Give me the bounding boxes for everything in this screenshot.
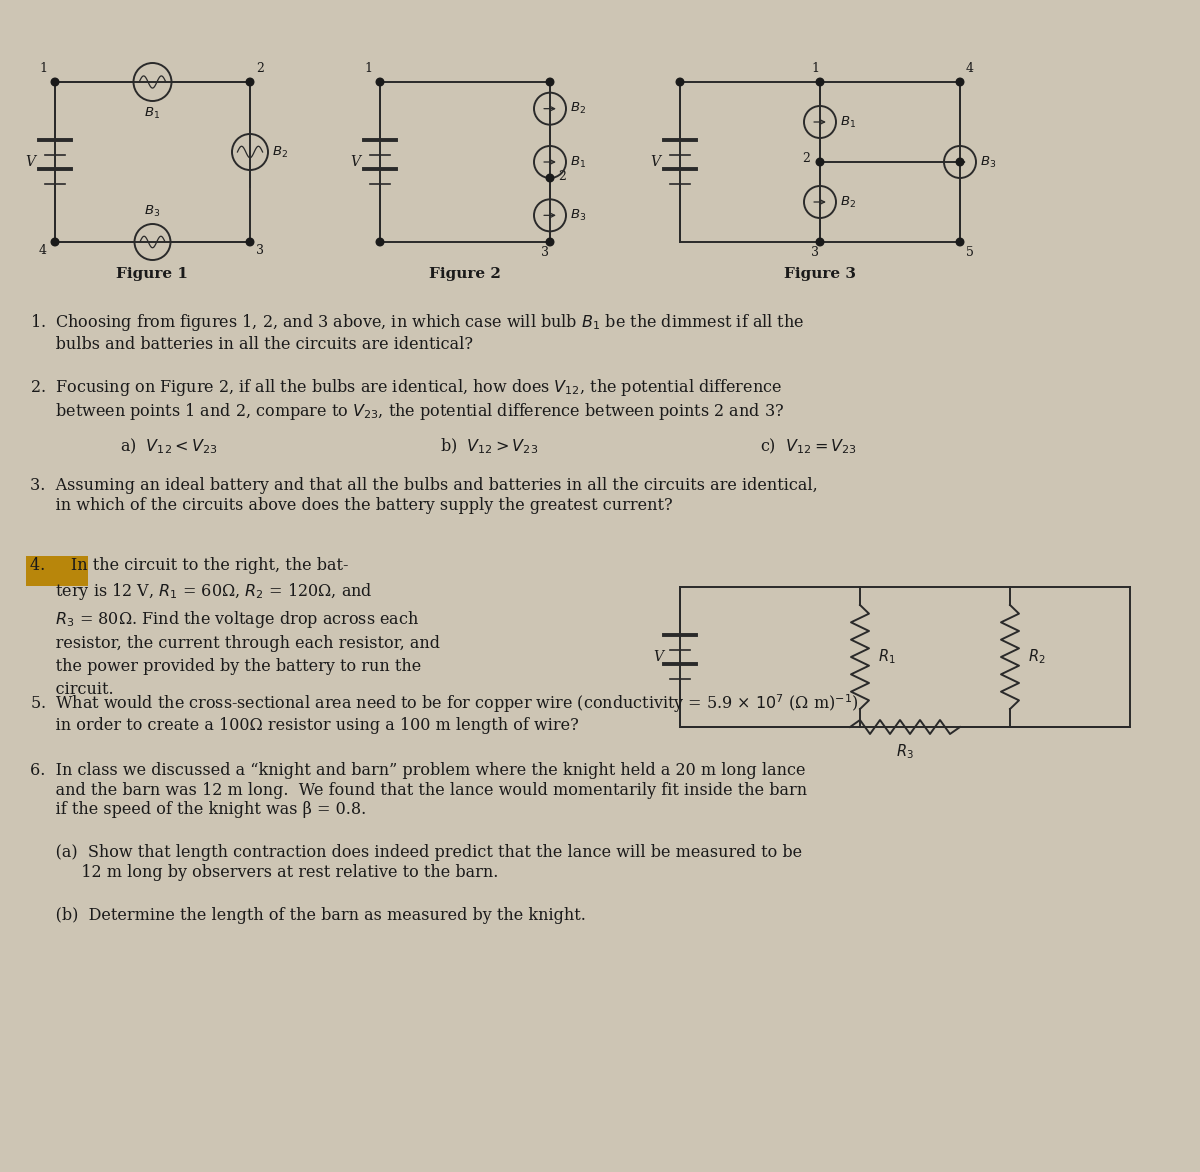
Text: $B_1$: $B_1$ xyxy=(570,155,586,170)
Text: $B_1$: $B_1$ xyxy=(144,105,161,121)
Circle shape xyxy=(546,175,553,182)
Text: (b)  Determine the length of the barn as measured by the knight.: (b) Determine the length of the barn as … xyxy=(30,907,586,924)
Text: c)  $V_{12} = V_{23}$: c) $V_{12} = V_{23}$ xyxy=(760,437,857,456)
Text: 1: 1 xyxy=(364,62,372,75)
Circle shape xyxy=(246,238,254,246)
Text: 2.  Focusing on Figure 2, if all the bulbs are identical, how does $V_{12}$, the: 2. Focusing on Figure 2, if all the bulb… xyxy=(30,377,784,422)
Circle shape xyxy=(52,79,59,86)
Circle shape xyxy=(816,158,823,165)
Text: 3.  Assuming an ideal battery and that all the bulbs and batteries in all the ci: 3. Assuming an ideal battery and that al… xyxy=(30,477,817,513)
Text: 1: 1 xyxy=(811,62,818,75)
Text: b)  $V_{12} > V_{23}$: b) $V_{12} > V_{23}$ xyxy=(440,437,538,456)
FancyBboxPatch shape xyxy=(26,556,88,586)
Circle shape xyxy=(377,79,384,86)
Text: $B_3$: $B_3$ xyxy=(570,207,587,223)
Text: 1: 1 xyxy=(40,62,47,75)
Text: 5.  What would the cross-sectional area need to be for copper wire (conductivity: 5. What would the cross-sectional area n… xyxy=(30,691,859,735)
Text: 3: 3 xyxy=(541,246,550,259)
Text: Figure 2: Figure 2 xyxy=(430,267,500,281)
Text: $B_2$: $B_2$ xyxy=(272,144,288,159)
Text: V: V xyxy=(25,155,35,169)
Circle shape xyxy=(956,238,964,246)
Text: a)  $V_{12} < V_{23}$: a) $V_{12} < V_{23}$ xyxy=(120,437,217,456)
Text: (a)  Show that length contraction does indeed predict that the lance will be mea: (a) Show that length contraction does in… xyxy=(30,844,802,880)
Circle shape xyxy=(52,238,59,246)
Text: V: V xyxy=(653,650,662,665)
Circle shape xyxy=(816,238,823,246)
Circle shape xyxy=(956,158,964,165)
Text: 5: 5 xyxy=(966,246,974,259)
Text: 3: 3 xyxy=(256,244,264,257)
Text: 2: 2 xyxy=(256,62,264,75)
Text: 4.     In the circuit to the right, the bat-
     tery is 12 V, $R_1$ = 60Ω, $R_: 4. In the circuit to the right, the bat-… xyxy=(30,557,440,699)
Circle shape xyxy=(377,238,384,246)
Circle shape xyxy=(246,79,254,86)
Text: $B_2$: $B_2$ xyxy=(840,195,856,210)
Text: 4: 4 xyxy=(966,62,974,75)
Text: $R_3$: $R_3$ xyxy=(896,742,914,761)
Text: $B_3$: $B_3$ xyxy=(144,204,161,219)
Text: 2: 2 xyxy=(558,170,566,183)
Circle shape xyxy=(546,238,553,246)
Text: $B_3$: $B_3$ xyxy=(980,155,996,170)
Text: 4: 4 xyxy=(40,244,47,257)
Text: 1.  Choosing from figures 1, 2, and 3 above, in which case will bulb $B_1$ be th: 1. Choosing from figures 1, 2, and 3 abo… xyxy=(30,312,804,353)
Text: V: V xyxy=(650,155,660,169)
Text: 2: 2 xyxy=(802,152,810,165)
Text: Figure 3: Figure 3 xyxy=(784,267,856,281)
Circle shape xyxy=(677,79,684,86)
Text: $B_1$: $B_1$ xyxy=(840,115,856,130)
Text: $B_2$: $B_2$ xyxy=(570,101,586,116)
Circle shape xyxy=(546,79,553,86)
Circle shape xyxy=(816,79,823,86)
Text: 6.  In class we discussed a “knight and barn” problem where the knight held a 20: 6. In class we discussed a “knight and b… xyxy=(30,762,808,818)
Circle shape xyxy=(956,79,964,86)
Text: Figure 1: Figure 1 xyxy=(116,267,188,281)
Text: $R_1$: $R_1$ xyxy=(878,648,895,667)
Text: 3: 3 xyxy=(811,246,818,259)
Text: $R_2$: $R_2$ xyxy=(1028,648,1045,667)
Text: V: V xyxy=(350,155,360,169)
